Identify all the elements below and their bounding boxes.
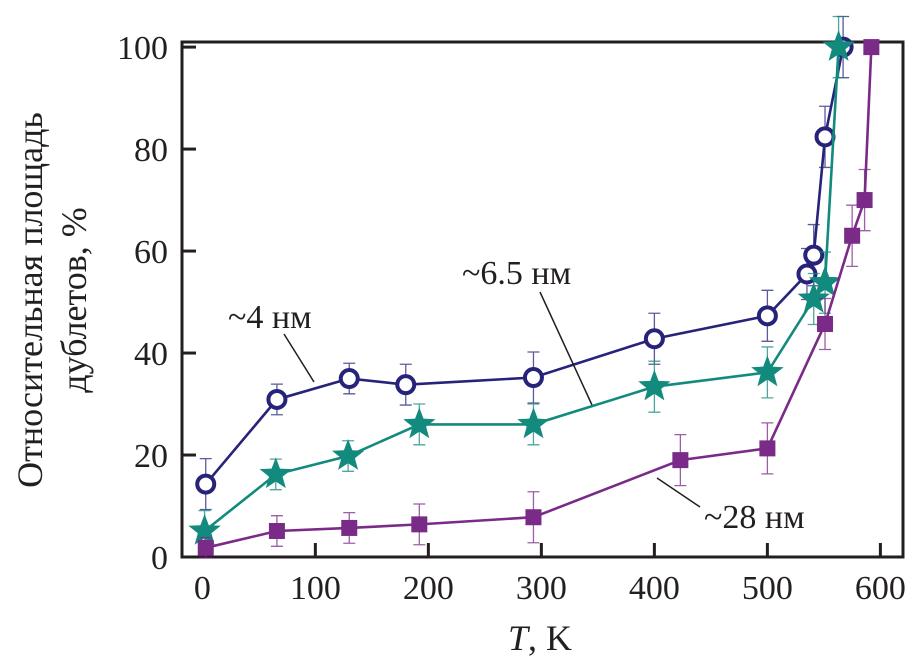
data-point-star (822, 30, 855, 61)
annotation-6-5nm: ~6.5 нм (462, 255, 571, 292)
annotation-4nm-leader (283, 333, 315, 383)
data-point-square (341, 519, 358, 536)
data-point-circle (756, 305, 778, 327)
y-tick-label: 20 (134, 438, 168, 475)
y-tick-label: 40 (134, 336, 168, 373)
data-point-square (817, 315, 834, 332)
y-tick-label: 100 (117, 30, 168, 67)
x-tick-label: 400 (629, 570, 680, 607)
data-point-square (844, 227, 861, 244)
series-3 (197, 39, 880, 559)
y-tick-label: 0 (151, 540, 168, 577)
data-point-star (638, 369, 671, 401)
x-axis-label: T, K (508, 618, 572, 658)
data-point-square (197, 539, 214, 556)
data-point-star (751, 355, 784, 387)
data-point-star (259, 457, 292, 489)
data-point-square (672, 452, 689, 469)
data-point-circle (266, 388, 288, 410)
annotation-28nm-leader (656, 477, 701, 508)
annotation-28nm: ~28 нм (704, 499, 805, 536)
data-point-square (759, 440, 776, 457)
data-point-star (797, 282, 830, 313)
axes: 0 100 200 300 400 500 600 0 20 40 60 80 100 (117, 30, 906, 607)
data-point-square (411, 516, 428, 533)
annotation-6-5nm-leader (539, 291, 593, 406)
data-point-circle (814, 126, 836, 148)
annotation-4nm: ~4 нм (228, 299, 312, 336)
x-tick-label: 300 (516, 570, 567, 607)
series-2 (188, 15, 855, 553)
data-point-star (808, 265, 842, 297)
data-point-star (188, 514, 221, 545)
data-point-circle (395, 374, 417, 396)
data-point-star (332, 439, 365, 470)
y-tick-label: 80 (134, 132, 168, 169)
x-tick-label: 100 (290, 570, 341, 607)
data-point-circle (338, 368, 360, 390)
data-point-circle (803, 244, 825, 266)
data-point-circle (195, 473, 217, 495)
data-point-square (856, 192, 873, 209)
data-point-circle (643, 328, 665, 350)
x-tick-label: 500 (742, 570, 793, 607)
data-point-square (525, 509, 542, 526)
data-point-circle (522, 367, 544, 389)
x-tick-label: 600 (855, 570, 906, 607)
y-axis-label-line1: Относительная площадь (10, 112, 50, 488)
y-axis-label-line2: дублетов, % (54, 207, 94, 392)
data-point-star (403, 407, 436, 439)
data-point-square (268, 522, 285, 539)
data-point-star (517, 407, 550, 439)
y-tick-label: 60 (134, 234, 168, 271)
data-point-square (863, 39, 880, 56)
series-layer (188, 15, 880, 559)
series-line (205, 47, 873, 550)
x-tick-label: 0 (194, 570, 211, 607)
x-tick-label: 200 (403, 570, 454, 607)
